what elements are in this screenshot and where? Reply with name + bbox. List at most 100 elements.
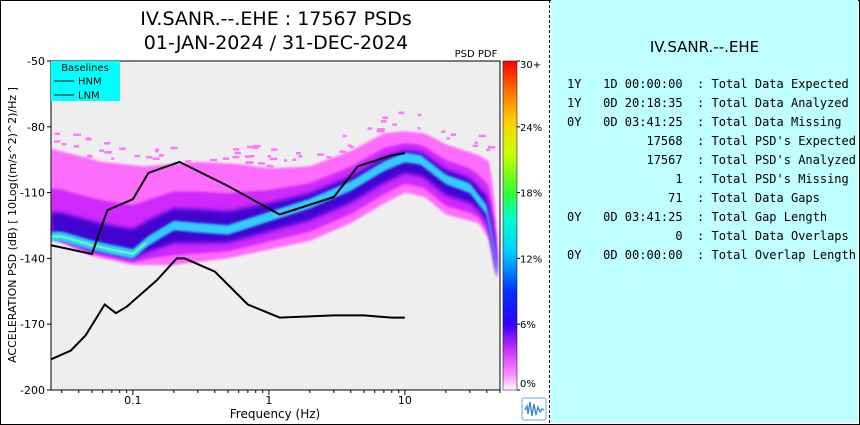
density-speckle [488,145,492,149]
density-core-band [51,152,498,278]
stat-total-data-overlaps: 0 : Total Data Overlaps [567,229,849,243]
density-speckle [61,142,67,146]
stat-total-data-expected: 1Y 1D 00:00:00 : Total Data Expected [567,77,849,91]
stat-total-psds-missing: 1 : Total PSD's Missing [567,172,849,186]
y-tick-label: -80 [27,121,45,134]
density-speckle [296,152,301,155]
legend-lnm-label: LNM [78,91,100,102]
density-speckle [258,162,266,165]
wave-logo-frame [521,397,547,421]
density-speckle [54,140,60,143]
density-peak-line [51,235,147,256]
density-speckle [234,151,241,155]
stat-total-psds-expected: 17568 : Total PSD's Expected [567,134,856,148]
density-speckle [339,150,344,153]
density-speckle [349,145,354,149]
density-speckle [146,156,153,159]
y-axis-label: ACCELERATION PSD (dB) [ 10Log((m/s^2)^2)… [6,87,19,363]
density-speckle [99,149,105,152]
chart-subtitle: 01-JAN-2024 / 31-DEC-2024 [144,32,408,54]
density-speckle [233,148,240,151]
stat-total-data-gaps: 71 : Total Data Gaps [567,191,820,205]
y-tick-label: -50 [27,55,45,68]
density-speckle [245,155,251,158]
stats-station-title: IV.SANR.--.EHE [649,38,760,56]
y-tick-label: -200 [20,384,45,397]
density-speckle [417,113,422,117]
stat-total-overlap-length: 0Y 0D 00:00:00 : Total Overlap Length [567,248,856,262]
colorbar-gradient [502,60,518,391]
colorbar-tick-label: 18% [520,189,542,200]
density-speckle [317,153,324,156]
density-speckle [284,159,288,162]
density-speckle [292,158,297,161]
y-tick-label: -170 [20,318,45,331]
x-tick-label: 0.1 [124,394,142,407]
legend-hnm-label: HNM [78,77,102,88]
density-speckle [298,155,303,158]
density-speckle [326,156,332,159]
density-speckle [104,142,111,145]
density-speckle [271,148,278,151]
density-speckle [73,133,81,137]
density-speckle [247,145,254,149]
panel-separator [549,0,550,423]
density-speckle [382,116,388,119]
density-speckle [269,157,278,161]
density-speckles [54,111,496,168]
legend: Baselines HNM LNM [51,61,120,102]
wave-logo [521,397,547,421]
density-speckle [377,128,385,131]
density-speckle [209,158,218,162]
density-speckle [170,146,178,150]
baseline-hnm-line [51,152,406,256]
stat-total-gap-length: 0Y 0D 03:41:25 : Total Gap Length [567,210,828,224]
stats-panel: IV.SANR.--.EHE 1Y 1D 00:00:00 : Total Da… [551,0,858,423]
psd-pdf-chart: IV.SANR.--.EHE : 17567 PSDs 01-JAN-2024 … [6,8,547,421]
x-tick-label: 10 [398,394,412,407]
density-speckle [87,154,92,157]
x-axis-label: Frequency (Hz) [230,407,321,421]
density-speckle [441,130,446,133]
density-speckle [342,134,347,138]
stat-total-data-missing: 0Y 0D 03:41:25 : Total Data Missing [567,115,842,129]
colorbar-tick-label: 12% [520,254,542,265]
chart-title: IV.SANR.--.EHE : 17567 PSDs [140,8,411,30]
y-axis: -200 -170 -140 -110 -80 -50 [20,55,51,397]
density-speckle [392,123,397,126]
density-speckle [478,134,486,138]
density-speckle [367,127,372,130]
density-speckle [398,111,405,115]
density-speckle [252,146,259,150]
plot-frame [50,60,501,391]
density-speckle [380,120,387,123]
density-speckle [446,137,450,140]
density-speckle [245,161,254,164]
colorbar-tick-label: 24% [520,123,542,134]
colorbar-tick-label: 6% [520,320,536,331]
density-speckle [152,157,160,160]
density-speckle [451,133,457,136]
density-speckle [222,157,229,160]
density-speckle [253,144,261,148]
density-speckle [134,154,141,158]
density-speckle [486,148,491,152]
density-speckle [376,129,385,133]
density-speckle [341,150,347,154]
y-tick-label: -140 [20,252,45,265]
density-speckle [472,144,478,148]
stat-total-data-analyzed: 1Y 0D 20:18:35 : Total Data Analyzed [567,96,849,110]
density-speckle [266,164,272,168]
density-speckle [86,137,91,140]
density-layer [51,111,498,361]
x-tick-label: 1 [265,394,272,407]
density-speckle [119,147,126,150]
density-speckle [347,144,352,147]
density-speckle [104,151,113,154]
density-speckle [417,127,421,130]
legend-title: Baselines [61,63,109,74]
density-speckle [111,157,115,160]
colorbar-tick-label: 30+ [520,60,541,71]
wave-logo-signal [524,401,545,417]
